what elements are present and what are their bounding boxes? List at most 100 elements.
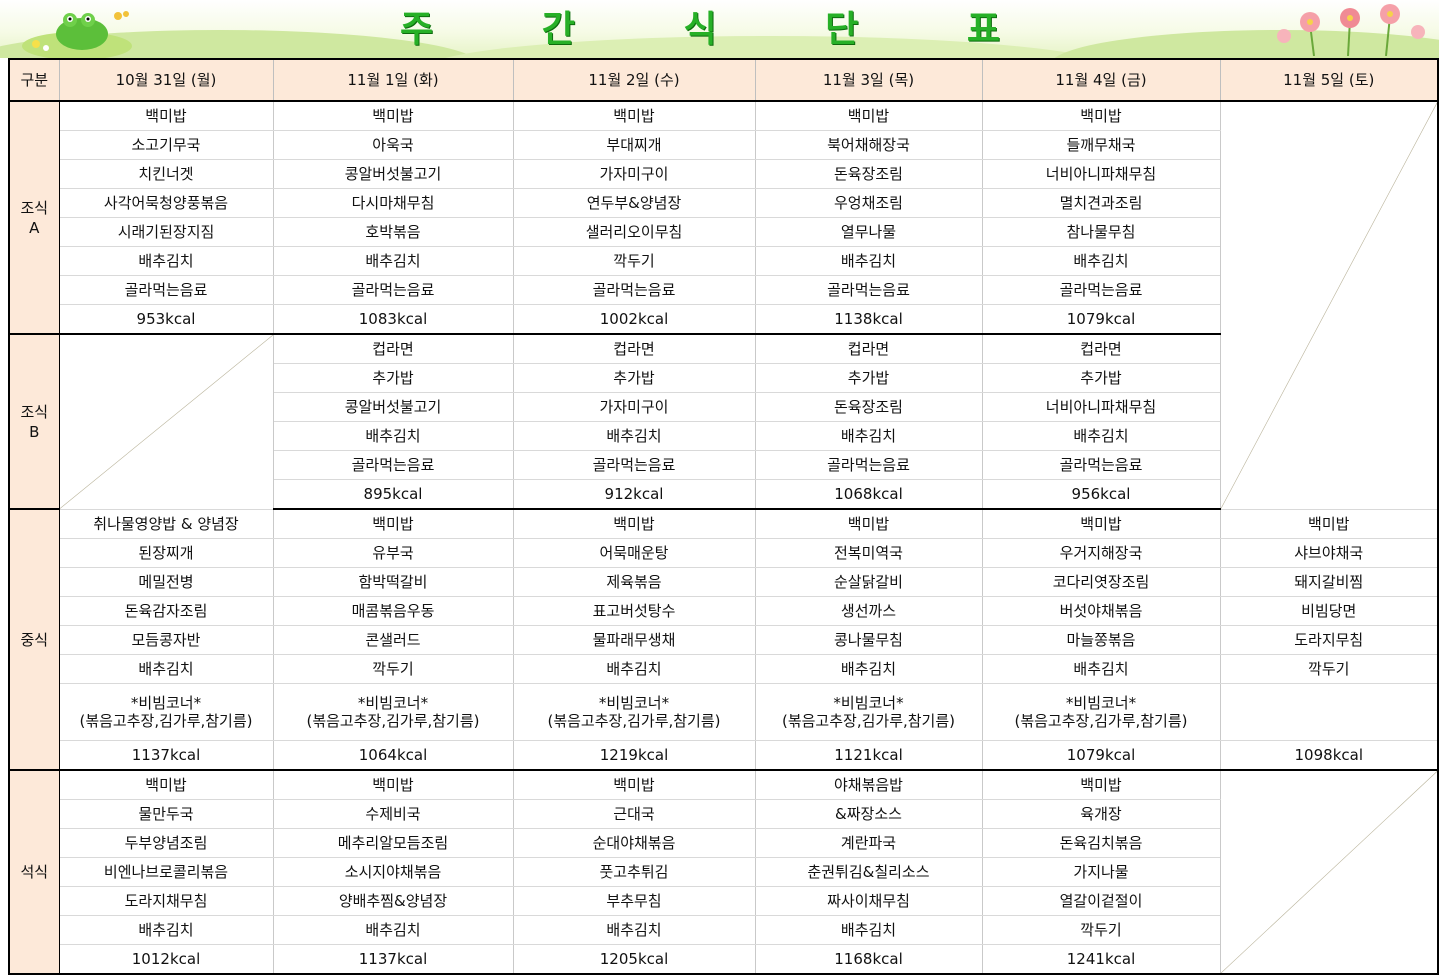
title-char: 표 [966, 9, 1000, 50]
menu-item: 추가밥 [272, 363, 514, 393]
menu-item: 배추김치 [512, 654, 756, 684]
menu-item: 골라먹는음료 [272, 450, 514, 480]
menu-item: 1012kcal [58, 944, 274, 975]
menu-item: 깍두기 [981, 915, 1221, 945]
menu-item: 백미밥 [272, 100, 514, 131]
day-header: 11월 2일 (수) [512, 58, 756, 102]
menu-item: 추가밥 [981, 363, 1221, 393]
menu-item: 샤브야채국 [1219, 538, 1439, 568]
table-row: 골라먹는음료 골라먹는음료 골라먹는음료 골라먹는음료 [9, 450, 1438, 480]
menu-item: 1219kcal [512, 740, 756, 771]
menu-item: 코다리엿장조림 [981, 567, 1221, 597]
menu-item: 배추김치 [754, 421, 983, 451]
table-row: 석식 백미밥 백미밥 백미밥 야채볶음밥 백미밥 [8, 769, 1439, 975]
table-row: 모듬콩자반 콘샐러드 물파래무생채 콩나물무침 마늘쫑볶음 도라지무침 [9, 625, 1439, 655]
menu-item: 1168kcal [754, 944, 983, 975]
day-header: 11월 4일 (금) [981, 58, 1221, 102]
menu-item: 백미밥 [272, 769, 514, 800]
menu-item: 백미밥 [512, 769, 756, 800]
menu-item: 배추김치 [58, 246, 274, 276]
menu-item: 배추김치 [272, 246, 514, 276]
empty-cell-saturday-dinner [1219, 769, 1439, 975]
menu-item: 돈육장조림 [754, 159, 983, 189]
menu-item: 양배추찜&양념장 [272, 886, 514, 916]
menu-item: 육개장 [981, 799, 1221, 829]
menu-item: 메추리알모듬조림 [272, 828, 514, 858]
menu-item: 1137kcal [272, 944, 514, 975]
table-row: 된장찌개 유부국 어묵매운탕 전복미역국 우거지해장국 샤브야채국 [9, 538, 1439, 568]
menu-item: 백미밥 [981, 508, 1221, 539]
menu-item: 백미밥 [512, 508, 756, 539]
frog-illustration-icon [22, 11, 132, 58]
menu-item: 표고버섯탕수 [512, 596, 756, 626]
menu-item: 배추김치 [754, 246, 983, 276]
diagonal-line [1221, 771, 1438, 973]
empty-cell-monday-breakfast-b [58, 333, 274, 510]
table-row: 배추김치 배추김치 깍두기 배추김치 배추김치 [9, 246, 1438, 276]
menu-item: 치킨너겟 [58, 159, 274, 189]
menu-item: 짜사이채무침 [754, 886, 983, 916]
menu-item: 가자미구이 [512, 159, 756, 189]
menu-item: 버섯야채볶음 [981, 596, 1221, 626]
menu-item: 백미밥 [58, 769, 274, 800]
menu-item: 1079kcal [981, 740, 1221, 771]
menu-item: 가자미구이 [512, 392, 756, 422]
menu-item: 비빔당면 [1219, 596, 1439, 626]
menu-item: 제육볶음 [512, 567, 756, 597]
menu-item: 두부양념조림 [58, 828, 274, 858]
menu-item: 1068kcal [754, 479, 983, 510]
menu-item: 백미밥 [272, 508, 514, 539]
menu-item: 콩알버섯불고기 [272, 159, 514, 189]
table-row: 895kcal 912kcal 1068kcal 956kcal [9, 479, 1438, 510]
table-row: 돈육감자조림 매콤볶음우동 표고버섯탕수 생선까스 버섯야채볶음 비빔당면 [9, 596, 1439, 626]
menu-item: 배추김치 [981, 246, 1221, 276]
menu-item: 골라먹는음료 [512, 275, 756, 305]
title-char: 간 [541, 9, 575, 50]
menu-item: 열무나물 [754, 217, 983, 247]
menu-item: 1205kcal [512, 944, 756, 975]
table-row: 도라지채무침 양배추찜&양념장 부추무침 짜사이채무침 열갈이겉절이 [9, 886, 1438, 916]
corner-cell: 구분 [8, 58, 60, 102]
table-row: 비엔나브로콜리볶음 소시지야채볶음 풋고추튀김 춘권튀김&칠리소스 가지나물 [9, 857, 1438, 887]
meal-label: 조식 B [8, 333, 60, 510]
table-row: 시래기된장지짐 호박볶음 샐러리오이무침 열무나물 참나물무침 [9, 217, 1438, 247]
menu-item: 야채볶음밥 [754, 769, 983, 800]
menu-item: *비빔코너* (볶음고추장,김가루,참기름) [512, 683, 756, 741]
menu-item: 1064kcal [272, 740, 514, 771]
menu-item: 콩나물무침 [754, 625, 983, 655]
menu-item: 돼지갈비찜 [1219, 567, 1439, 597]
menu-item: 컵라면 [512, 333, 756, 364]
table-row: 물만두국 수제비국 근대국 &짜장소스 육개장 [9, 799, 1438, 829]
menu-item: 배추김치 [512, 915, 756, 945]
table-row: 중식 취나물영양밥 & 양념장 백미밥 백미밥 백미밥 백미밥 백미밥 [8, 508, 1439, 771]
menu-item: 추가밥 [754, 363, 983, 393]
menu-item: 953kcal [58, 304, 274, 335]
menu-item: 백미밥 [754, 100, 983, 131]
menu-item: 풋고추튀김 [512, 857, 756, 887]
menu-item: 호박볶음 [272, 217, 514, 247]
menu-item: 골라먹는음료 [512, 450, 756, 480]
menu-item: 1083kcal [272, 304, 514, 335]
menu-item: 함박떡갈비 [272, 567, 514, 597]
menu-item: 유부국 [272, 538, 514, 568]
menu-item: 부대찌개 [512, 130, 756, 160]
diagonal-line [1221, 102, 1438, 509]
menu-item: 골라먹는음료 [272, 275, 514, 305]
table-row: 추가밥 추가밥 추가밥 추가밥 [9, 363, 1438, 393]
title-banner: 주 간 식 단 표 [0, 0, 1439, 58]
menu-item: 콩알버섯불고기 [272, 392, 514, 422]
menu-item: 된장찌개 [58, 538, 274, 568]
menu-item: 배추김치 [272, 915, 514, 945]
menu-item: 도라지무침 [1219, 625, 1439, 655]
menu-item: 소시지야채볶음 [272, 857, 514, 887]
menu-item: 춘권튀김&칠리소스 [754, 857, 983, 887]
menu-item: 백미밥 [1219, 508, 1439, 539]
menu-item: 열갈이겉절이 [981, 886, 1221, 916]
menu-item: 아욱국 [272, 130, 514, 160]
menu-item: 시래기된장지짐 [58, 217, 274, 247]
menu-item: 1241kcal [981, 944, 1221, 975]
menu-item: 메밀전병 [58, 567, 274, 597]
menu-item: 수제비국 [272, 799, 514, 829]
menu-item: *비빔코너* (볶음고추장,김가루,참기름) [754, 683, 983, 741]
table-row: 1137kcal 1064kcal 1219kcal 1121kcal 1079kcal… [9, 740, 1439, 771]
